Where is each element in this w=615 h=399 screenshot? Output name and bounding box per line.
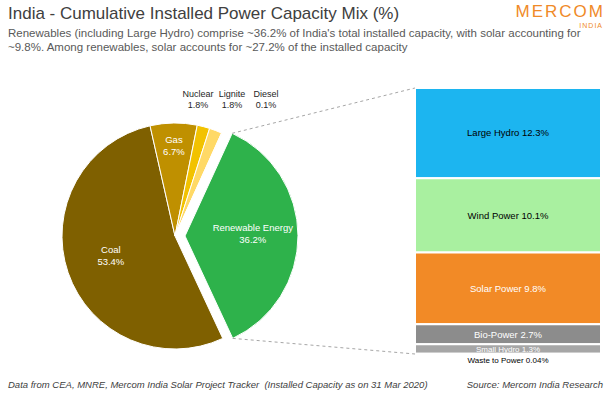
html-text:Renewables (including Large Hy: Renewables (including Large Hydro) compr… — [8, 27, 581, 53]
html-text:INDIA: INDIA — [579, 22, 603, 29]
html-text:Data from CEA, MNRE, Mercom In: Data from CEA, MNRE, Mercom India Solar … — [8, 379, 428, 390]
svg-text:Wind Power 10.1%: Wind Power 10.1% — [468, 210, 549, 221]
html-text:India - Cumulative Installed P: India - Cumulative Installed Power Capac… — [8, 4, 400, 23]
svg-text:Coal53.4%: Coal53.4% — [97, 244, 124, 267]
svg-text:Gas6.7%: Gas6.7% — [163, 134, 185, 157]
html-text:MERCOM: MERCOM — [515, 2, 605, 21]
svg-text:Large Hydro 12.3%: Large Hydro 12.3% — [467, 127, 549, 138]
svg-text:Lignite1.8%: Lignite1.8% — [219, 89, 246, 110]
svg-text:Diesel0.1%: Diesel0.1% — [253, 89, 278, 110]
svg-text:Small Hydro 1.3%: Small Hydro 1.3% — [476, 345, 540, 354]
svg-text:Renewable Energy36.2%: Renewable Energy36.2% — [213, 222, 294, 245]
svg-text:Nuclear1.8%: Nuclear1.8% — [182, 89, 213, 110]
svg-text:Bio-Power 2.7%: Bio-Power 2.7% — [474, 329, 543, 340]
html-text:Source: Mercom India Research: Source: Mercom India Research — [466, 379, 603, 390]
svg-text:Solar Power 9.8%: Solar Power 9.8% — [470, 283, 547, 294]
svg-text:Waste to Power 0.04%: Waste to Power 0.04% — [467, 356, 548, 365]
